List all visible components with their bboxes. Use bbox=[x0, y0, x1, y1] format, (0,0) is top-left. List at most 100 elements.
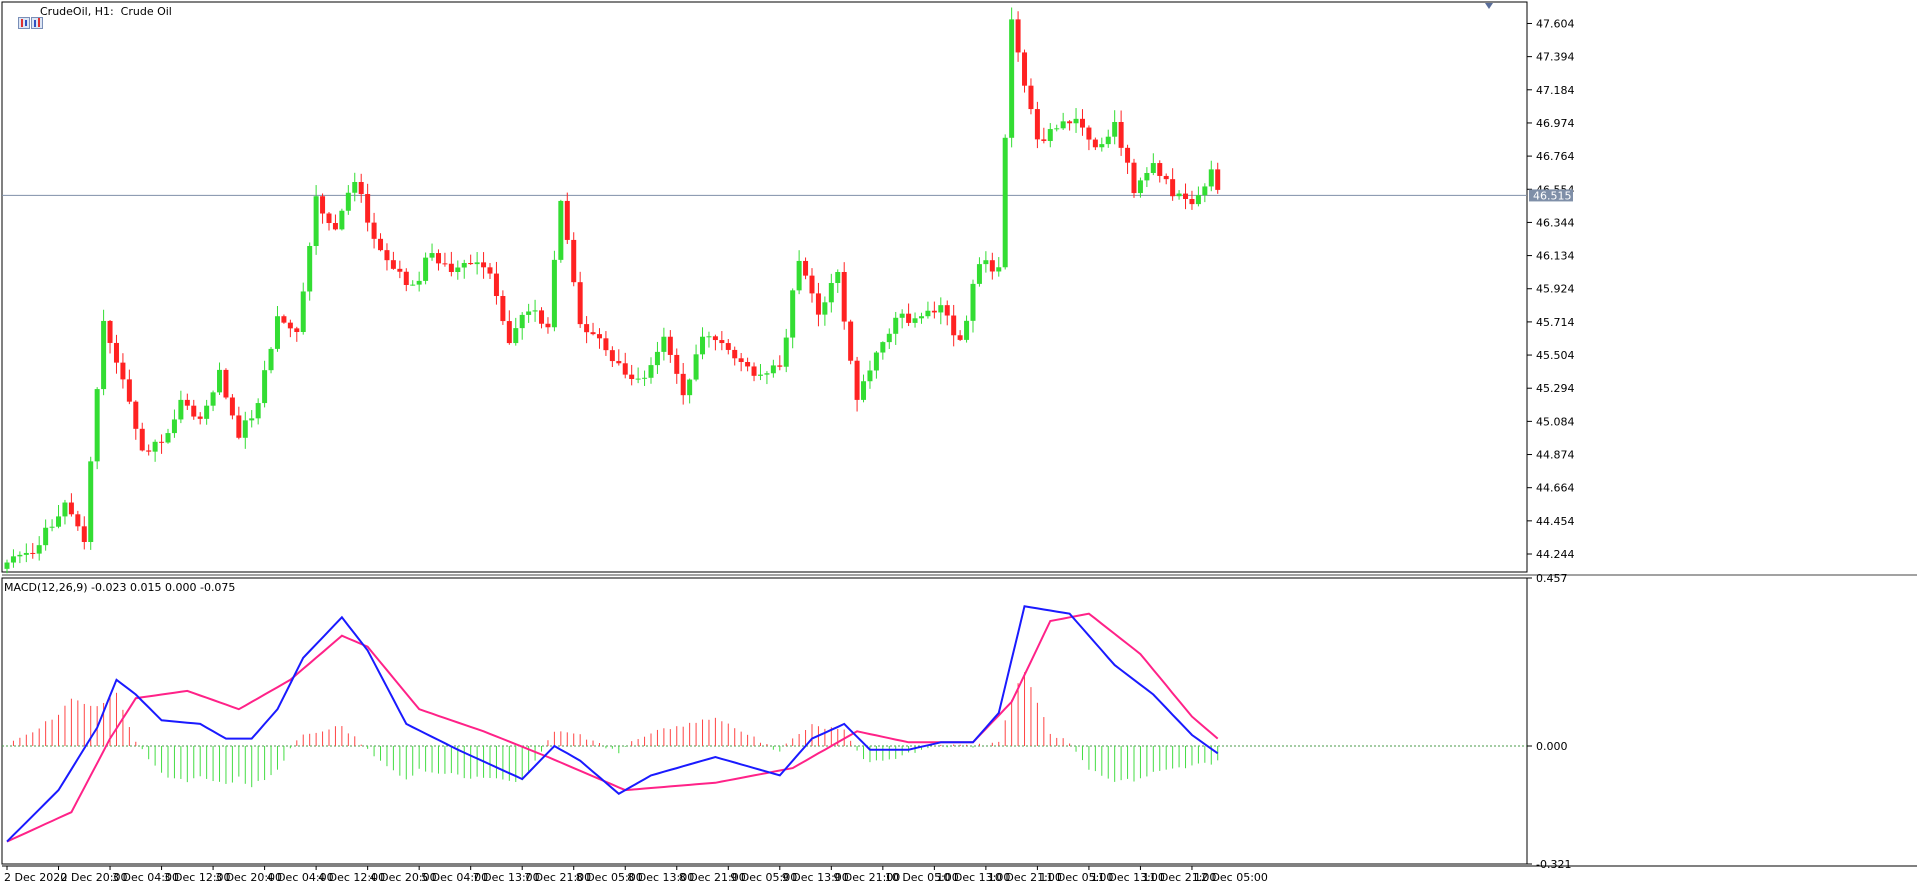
candle-body bbox=[693, 354, 699, 380]
candle-body bbox=[1144, 172, 1150, 181]
candle-body bbox=[43, 527, 49, 546]
candle-body bbox=[951, 315, 957, 336]
price-tick-label: 46.134 bbox=[1536, 250, 1575, 263]
candle-body bbox=[281, 316, 287, 323]
price-axis: 47.60447.39447.18446.97446.76446.55446.3… bbox=[1527, 17, 1575, 561]
candle-body bbox=[113, 342, 119, 363]
candle-body bbox=[274, 316, 280, 349]
candle-body bbox=[1208, 169, 1214, 187]
macd-main-line bbox=[6, 605, 1219, 843]
candlestick-series bbox=[4, 7, 1221, 574]
candle-body bbox=[667, 336, 673, 355]
candle-body bbox=[957, 335, 963, 340]
price-tick-label: 46.764 bbox=[1536, 150, 1575, 163]
candle-body bbox=[378, 238, 384, 251]
candle-body bbox=[371, 222, 377, 239]
candle-body bbox=[912, 318, 918, 323]
candle-body bbox=[332, 223, 338, 230]
candle-body bbox=[764, 373, 770, 375]
candle-body bbox=[861, 381, 867, 400]
price-tick-label: 45.084 bbox=[1536, 415, 1575, 428]
candle-body bbox=[1047, 129, 1053, 141]
candle-body bbox=[539, 310, 545, 324]
price-tick-label: 46.974 bbox=[1536, 117, 1575, 130]
time-tick-label: 8 Dec 21:00 bbox=[679, 871, 746, 884]
candle-body bbox=[442, 263, 448, 265]
time-tick-label: 5 Dec 04:00 bbox=[421, 871, 488, 884]
macd-lines bbox=[6, 605, 1219, 843]
candle-body bbox=[268, 348, 274, 371]
candle-body bbox=[551, 259, 557, 328]
candle-body bbox=[822, 302, 828, 315]
candle-body bbox=[867, 370, 873, 382]
candle-body bbox=[815, 293, 821, 315]
candle-body bbox=[287, 322, 293, 329]
candle-body bbox=[996, 267, 1002, 272]
candle-body bbox=[1195, 195, 1201, 205]
candle-body bbox=[835, 272, 841, 284]
time-tick-label: 10 Dec 21:00 bbox=[988, 871, 1062, 884]
price-panel-border bbox=[1, 1, 1528, 573]
candle-body bbox=[635, 378, 641, 380]
time-tick-label: 12 Dec 05:00 bbox=[1194, 871, 1268, 884]
price-tick-label: 44.244 bbox=[1536, 548, 1575, 561]
candle-body bbox=[1176, 193, 1182, 197]
candle-body bbox=[210, 392, 216, 406]
candle-body bbox=[197, 416, 203, 419]
time-tick-label: 2 Dec 2020 bbox=[4, 871, 67, 884]
candle-body bbox=[1060, 121, 1066, 129]
candle-body bbox=[1150, 163, 1156, 173]
candle-body bbox=[493, 273, 499, 297]
candle-body bbox=[133, 401, 139, 429]
time-tick-label: 2 Dec 20:00 bbox=[61, 871, 128, 884]
candle-body bbox=[938, 305, 944, 313]
candle-body bbox=[300, 291, 306, 332]
candle-body bbox=[30, 552, 36, 554]
candle-body bbox=[36, 545, 42, 554]
time-tick-label: 9 Dec 21:00 bbox=[833, 871, 900, 884]
price-tick-label: 45.714 bbox=[1536, 316, 1575, 329]
macd-panel-border bbox=[1, 577, 1528, 865]
macd-histogram bbox=[6, 672, 1219, 788]
time-tick-label: 11 Dec 21:00 bbox=[1142, 871, 1216, 884]
price-tick-label: 47.604 bbox=[1536, 17, 1575, 30]
candle-body bbox=[1022, 52, 1028, 86]
candle-body bbox=[783, 337, 789, 367]
time-tick-label: 8 Dec 13:00 bbox=[627, 871, 694, 884]
candle-body bbox=[75, 514, 81, 527]
candle-body bbox=[886, 333, 892, 343]
candle-body bbox=[622, 363, 628, 375]
candle-body bbox=[526, 311, 532, 315]
candle-body bbox=[468, 263, 474, 265]
candle-body bbox=[725, 343, 731, 350]
candle-body bbox=[687, 379, 693, 396]
price-tick-label: 47.184 bbox=[1536, 84, 1575, 97]
macd-signal-line bbox=[6, 612, 1219, 843]
candle-body bbox=[680, 373, 686, 396]
candle-body bbox=[56, 516, 62, 527]
candle-body bbox=[10, 556, 16, 563]
candle-body bbox=[1131, 162, 1137, 194]
candle-body bbox=[629, 374, 635, 380]
time-tick-label: 10 Dec 05:00 bbox=[885, 871, 959, 884]
chart-symbol-label: CrudeOil, H1: Crude Oil bbox=[40, 5, 172, 18]
candle-body bbox=[777, 365, 783, 367]
candle-body bbox=[49, 526, 55, 528]
candle-body bbox=[1009, 19, 1015, 138]
time-tick-label: 3 Dec 20:00 bbox=[215, 871, 282, 884]
candle-body bbox=[159, 441, 165, 443]
candle-body bbox=[770, 365, 776, 374]
candle-body bbox=[906, 313, 912, 323]
candle-body bbox=[944, 305, 950, 316]
candle-body bbox=[448, 263, 454, 272]
candle-body bbox=[204, 405, 210, 419]
candle-body bbox=[931, 310, 937, 313]
current-price-line: 46.515 bbox=[2, 189, 1573, 202]
candle-body bbox=[1215, 169, 1221, 190]
time-tick-label: 9 Dec 13:00 bbox=[782, 871, 849, 884]
price-tick-label: 44.874 bbox=[1536, 449, 1575, 462]
time-tick-label: 11 Dec 05:00 bbox=[1039, 871, 1113, 884]
candle-body bbox=[313, 196, 319, 247]
